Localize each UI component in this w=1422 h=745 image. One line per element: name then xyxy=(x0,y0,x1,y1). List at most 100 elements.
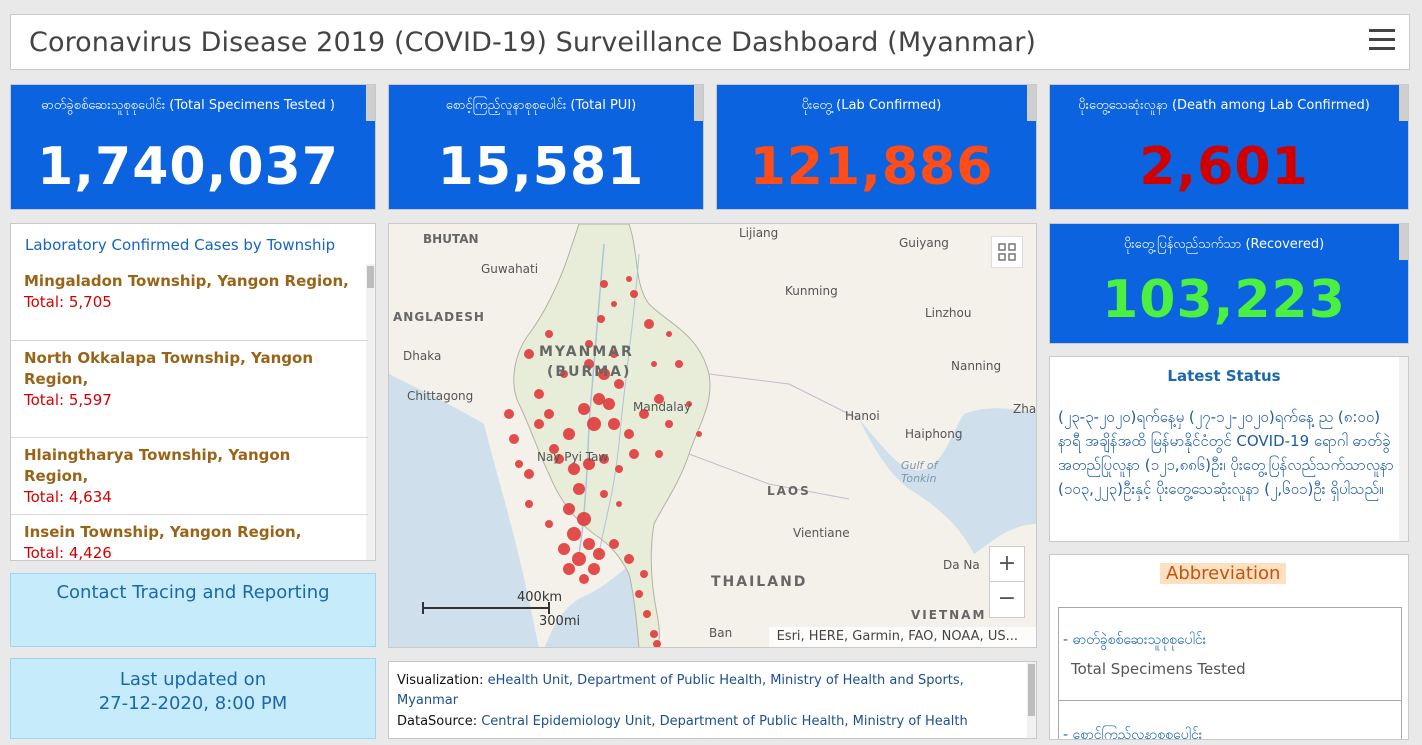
abbreviation-key: - ဓာတ်ခွဲစစ်ဆေးသူစုစုပေါင်း xyxy=(1063,632,1207,648)
stat-label: စောင့်ကြည့်လူနာစုစုပေါင်း (Total PUI) xyxy=(445,98,637,113)
credit-scrollbar-thumb[interactable] xyxy=(1028,664,1035,716)
card-scrollbar[interactable] xyxy=(1399,224,1408,260)
card-scrollbar[interactable] xyxy=(1027,85,1036,121)
stat-label: ပိုးတွေ့သေဆုံးလူနာ (Death among Lab Conf… xyxy=(1078,98,1370,113)
visualization-credit: Visualization: eHealth Unit, Department … xyxy=(397,671,1017,711)
stat-card-tested: ဓာတ်ခွဲစစ်ဆေးသူစုစုပေါင်း (Total Specime… xyxy=(10,84,376,210)
map-label: Linzhou xyxy=(925,306,972,320)
township-list-title: Laboratory Confirmed Cases by Township xyxy=(25,236,336,254)
township-total: Total: 4,426 xyxy=(24,544,112,561)
card-scrollbar[interactable] xyxy=(366,85,375,121)
map-label: Vientiane xyxy=(793,526,850,540)
list-item[interactable]: Hlaingtharya Township, Yangon Region, To… xyxy=(24,445,358,508)
card-scrollbar[interactable] xyxy=(694,85,703,121)
zoom-out-button[interactable]: − xyxy=(997,586,1017,611)
credit-panel: Visualization: eHealth Unit, Department … xyxy=(388,661,1037,739)
stat-label: ပိုးတွေ့ပြန်လည်သက်သာ (Recovered) xyxy=(1123,237,1325,252)
map-label: BHUTAN xyxy=(423,232,479,246)
map-label: Hanoi xyxy=(845,409,880,423)
stat-value: 103,223 xyxy=(1102,270,1346,330)
latest-status-panel: Latest Status (၂၃-၃-၂၀၂၀)ရက်နေ့မှ (၂၇-၁၂… xyxy=(1049,356,1409,542)
last-updated-panel: Last updated on 27-12-2020, 8:00 PM xyxy=(10,658,376,739)
map-label: Guiyang xyxy=(899,236,949,250)
stat-value: 2,601 xyxy=(1139,137,1309,197)
map-basemap xyxy=(389,224,1036,647)
map-label: (BURMA) xyxy=(547,364,632,380)
stat-value: 121,886 xyxy=(749,137,994,197)
map-label: Mandalay xyxy=(633,400,692,414)
list-item[interactable]: North Okkalapa Township, Yangon Region, … xyxy=(24,348,358,411)
map-label: Kunming xyxy=(785,284,838,298)
case-markers xyxy=(504,276,702,647)
hamburger-menu-icon[interactable] xyxy=(1369,29,1395,53)
map-label: Dhaka xyxy=(403,349,442,363)
stat-value: 1,740,037 xyxy=(37,137,339,197)
status-scrollbar[interactable] xyxy=(1399,357,1408,541)
map-attribution: Esri, HERE, Garmin, FAO, NOAA, US... xyxy=(768,627,1036,647)
map-label: Gulf of xyxy=(901,459,938,472)
abbreviation-panel: Abbreviation - ဓာတ်ခွဲစစ်ဆေးသူစုစုပေါင်း… xyxy=(1049,554,1409,740)
latest-status-text: (၂၃-၃-၂၀၂၀)ရက်နေ့မှ (၂၇-၁၂-၂၀၂၀)ရက်နေ့ ည… xyxy=(1058,408,1394,498)
visualization-label: Visualization: xyxy=(397,673,484,688)
list-scrollbar[interactable] xyxy=(366,264,375,560)
map-label: Nay Pyi Taw xyxy=(537,450,609,464)
township-total: Total: 5,597 xyxy=(24,391,112,409)
map-label: Zhan xyxy=(1013,402,1037,416)
last-updated-label: Last updated on xyxy=(119,669,267,690)
visualization-value[interactable]: eHealth Unit, Department of Public Healt… xyxy=(397,673,964,708)
abbreviation-value: Total Specimens Tested xyxy=(1071,660,1246,678)
divider xyxy=(11,514,368,515)
divider xyxy=(11,437,368,438)
abbreviation-item: - ဓာတ်ခွဲစစ်ဆေးသူစုစုပေါင်း Total Specim… xyxy=(1058,607,1402,701)
datasource-label: DataSource: xyxy=(397,714,478,729)
map-label: Tonkin xyxy=(901,472,937,485)
zoom-controls: + − xyxy=(989,546,1025,618)
township-name: North Okkalapa Township, Yangon Region, xyxy=(24,349,313,388)
scale-km: 400km xyxy=(517,590,563,605)
stat-card-confirmed: ပိုးတွေ့ (Lab Confirmed) 121,886 xyxy=(716,84,1037,210)
list-item[interactable]: Mingaladon Township, Yangon Region, Tota… xyxy=(24,271,358,313)
stat-value: 15,581 xyxy=(437,137,645,197)
township-name: Mingaladon Township, Yangon Region, xyxy=(24,272,349,290)
map-label: LAOS xyxy=(767,484,811,498)
map-label: THAILAND xyxy=(711,574,808,590)
list-scrollbar-thumb[interactable] xyxy=(367,266,374,288)
scale-mi: 300mi xyxy=(539,614,581,629)
township-total: Total: 5,705 xyxy=(24,293,112,311)
map-label: Haiphong xyxy=(905,427,963,441)
datasource-credit: DataSource: Central Epidemiology Unit, D… xyxy=(397,712,1017,732)
abbreviation-item: - စောင့်ကြည့်လူနာစုစုပေါင်း xyxy=(1058,701,1402,740)
datasource-value[interactable]: Central Epidemiology Unit, Department of… xyxy=(481,714,968,729)
divider xyxy=(11,340,368,341)
stat-label: ပိုးတွေ့ (Lab Confirmed) xyxy=(801,98,942,113)
last-updated-datetime: 27-12-2020, 8:00 PM xyxy=(98,693,288,714)
stat-card-deaths: ပိုးတွေ့သေဆုံးလူနာ (Death among Lab Conf… xyxy=(1049,84,1409,210)
contact-tracing-label: Contact Tracing and Reporting xyxy=(56,582,330,603)
zoom-in-button[interactable]: + xyxy=(990,547,1024,582)
contact-tracing-link[interactable]: Contact Tracing and Reporting xyxy=(10,573,376,647)
map-label: Lijiang xyxy=(739,226,779,240)
map-label: MYANMAR xyxy=(539,344,634,360)
township-name: Insein Township, Yangon Region, xyxy=(24,523,302,541)
case-map[interactable]: BHUTAN Guwahati Lijiang Guiyang Kunming … xyxy=(388,223,1037,648)
stat-card-pui: စောင့်ကြည့်လူနာစုစုပေါင်း (Total PUI) 15… xyxy=(388,84,704,210)
abbreviation-title: Abbreviation xyxy=(1160,563,1287,584)
qr-code-icon[interactable] xyxy=(991,236,1023,268)
township-total: Total: 4,634 xyxy=(24,488,112,506)
dashboard-header: Coronavirus Disease 2019 (COVID-19) Surv… xyxy=(10,14,1410,70)
map-label: Guwahati xyxy=(481,262,539,276)
stat-label: ဓာတ်ခွဲစစ်ဆေးသူစုစုပေါင်း (Total Specime… xyxy=(41,98,335,113)
township-name: Hlaingtharya Township, Yangon Region, xyxy=(24,446,291,485)
card-scrollbar[interactable] xyxy=(1399,85,1408,121)
map-label: Da Na xyxy=(943,558,980,572)
map-label: Nanning xyxy=(951,359,1002,373)
list-item[interactable]: Insein Township, Yangon Region, Total: 4… xyxy=(24,522,358,561)
page-title: Coronavirus Disease 2019 (COVID-19) Surv… xyxy=(29,27,1037,58)
latest-status-title: Latest Status xyxy=(1167,367,1281,385)
township-list-panel: Laboratory Confirmed Cases by Township M… xyxy=(10,223,376,561)
abbreviation-key: - စောင့်ကြည့်လူနာစုစုပေါင်း xyxy=(1063,727,1203,740)
map-label: Chittagong xyxy=(407,389,474,403)
map-label: VIETNAM xyxy=(911,608,987,622)
map-label: ANGLADESH xyxy=(393,310,485,324)
stat-card-recovered: ပိုးတွေ့ပြန်လည်သက်သာ (Recovered) 103,223 xyxy=(1049,223,1409,344)
